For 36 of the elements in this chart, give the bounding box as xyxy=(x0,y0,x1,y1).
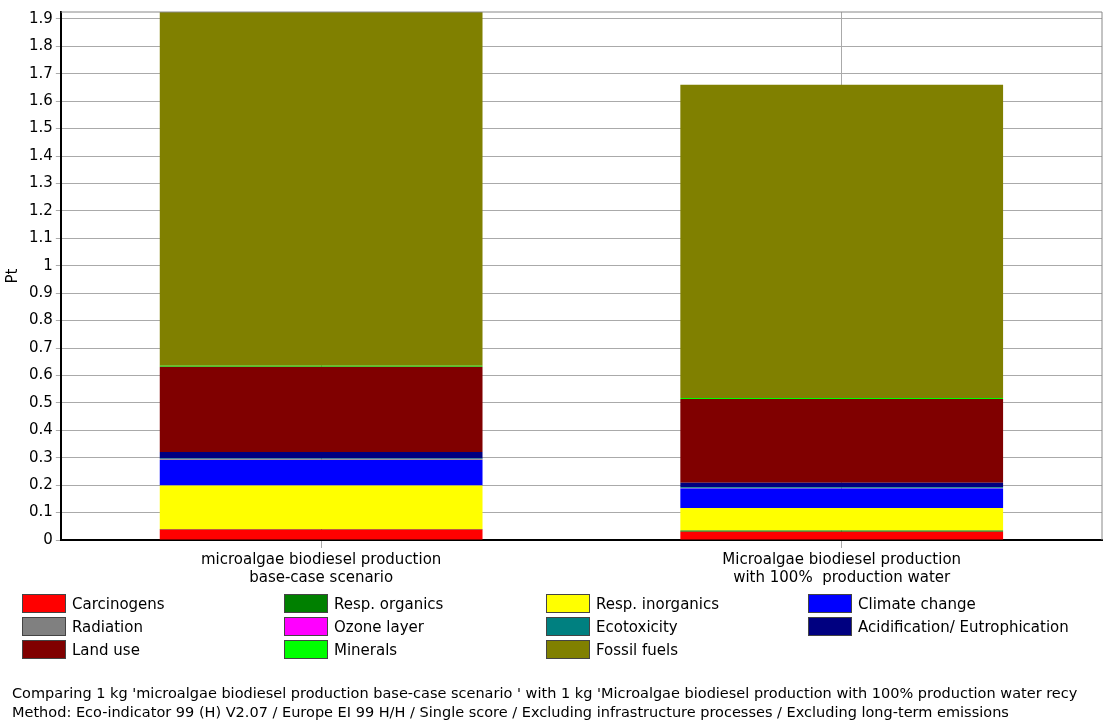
y-tick-label: 1 xyxy=(43,255,53,274)
y-tick-label: 0.9 xyxy=(29,283,53,302)
legend-label: Acidification/ Eutrophication xyxy=(858,617,1069,636)
legend-label: Ozone layer xyxy=(334,617,424,636)
y-tick-label: 1.1 xyxy=(29,228,53,247)
x-tick-label: microalgae biodiesel production base-case scenario xyxy=(200,549,442,586)
y-tick-label: 0.8 xyxy=(29,310,53,329)
y-tick-label: 1.8 xyxy=(29,36,53,55)
y-axis-title: Pt xyxy=(2,268,21,284)
y-tick-label: 1.6 xyxy=(29,91,53,110)
legend-label: Ecotoxicity xyxy=(596,617,678,636)
y-tick-label: 0.3 xyxy=(29,447,53,466)
legend-label: Resp. inorganics xyxy=(596,594,720,613)
y-tick-label: 1.5 xyxy=(29,118,53,137)
y-tick-label: 0 xyxy=(43,529,53,548)
x-tick-label: Microalgae biodiesel production with 100% production water xyxy=(722,549,962,586)
y-tick-label: 0.5 xyxy=(29,392,53,411)
legend-label: Minerals xyxy=(334,640,398,659)
text: Method: Eco-indicator 99 (H) V2.07 / Europe EI 99 H/H / Single score / Excluding infrastructure processes / Excluding long-term emissions xyxy=(12,703,1010,722)
y-tick-label: 0.2 xyxy=(29,475,53,494)
legend-label: Climate change xyxy=(858,594,976,613)
legend-label: Radiation xyxy=(72,617,143,636)
y-tick-label: 1.3 xyxy=(29,173,53,192)
y-tick-label: 1.4 xyxy=(29,145,53,164)
legend-label: Fossil fuels xyxy=(596,640,679,659)
y-tick-label: 0.6 xyxy=(29,365,53,384)
text: Comparing 1 kg 'microalgae biodiesel production base-case scenario ' with 1 kg 'Microalgae biodiesel production with 100% production water recy xyxy=(12,684,1078,703)
y-tick-label: 1.7 xyxy=(29,63,53,82)
y-tick-label: 1.9 xyxy=(29,8,53,27)
legend-label: Land use xyxy=(72,640,140,659)
y-tick-label: 0.1 xyxy=(29,502,53,521)
legend-label: Carcinogens xyxy=(72,594,165,613)
y-tick-label: 0.7 xyxy=(29,337,53,356)
y-tick-label: 1.2 xyxy=(29,200,53,219)
y-tick-label: 0.4 xyxy=(29,420,53,439)
legend-label: Resp. organics xyxy=(334,594,444,613)
